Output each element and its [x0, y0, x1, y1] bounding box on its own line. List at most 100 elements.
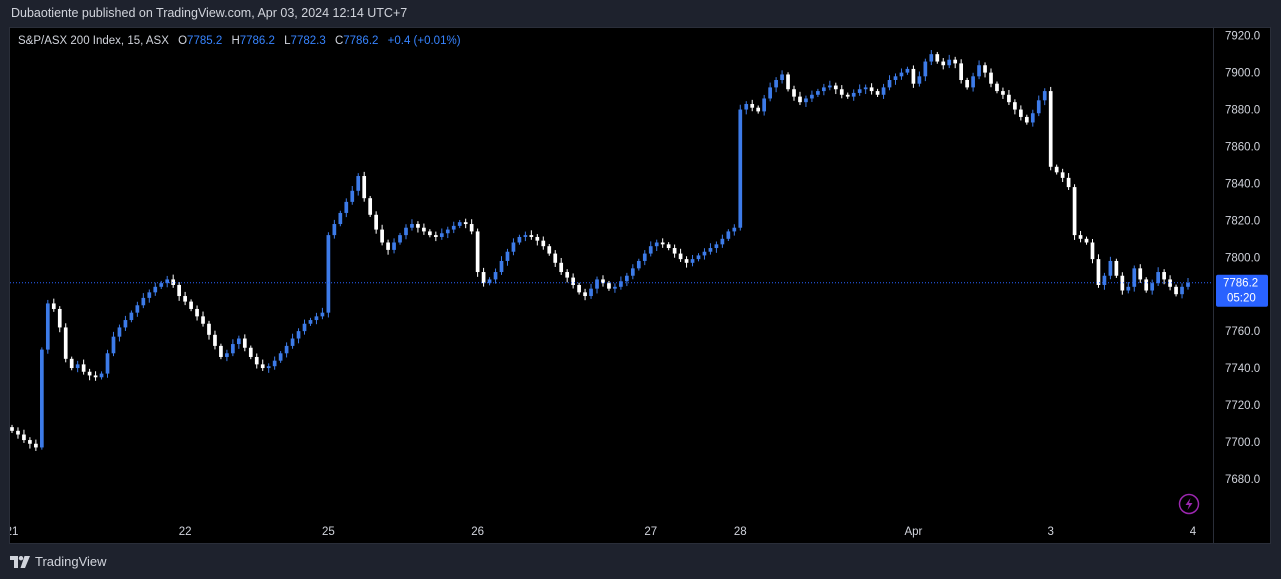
candle-body[interactable] [1162, 272, 1166, 280]
candle-body[interactable] [141, 297, 146, 306]
candle-body[interactable] [344, 201, 349, 213]
candle-body[interactable] [630, 268, 635, 276]
candle-body[interactable] [684, 259, 689, 263]
candle-body[interactable] [577, 284, 581, 293]
candle-body[interactable] [565, 272, 570, 278]
candle-body[interactable] [833, 85, 838, 90]
candle-body[interactable] [989, 72, 993, 84]
candle-body[interactable] [696, 255, 701, 260]
candle-body[interactable] [207, 323, 211, 335]
candle-body[interactable] [1060, 172, 1065, 178]
candle-body[interactable] [816, 91, 820, 95]
candle-body[interactable] [941, 61, 946, 66]
candle-body[interactable] [1030, 113, 1035, 123]
candle-body[interactable] [248, 347, 253, 357]
candle-body[interactable] [619, 281, 623, 287]
candle-body[interactable] [475, 231, 480, 273]
candle-body[interactable] [971, 76, 975, 88]
candle-body[interactable] [857, 89, 862, 93]
candle-body[interactable] [756, 107, 761, 112]
candle-body[interactable] [1078, 235, 1083, 239]
candle-body[interactable] [1072, 187, 1077, 236]
candle-body[interactable] [416, 224, 420, 228]
candle-body[interactable] [589, 288, 593, 297]
candle-body[interactable] [708, 248, 713, 252]
candle-body[interactable] [1042, 91, 1047, 101]
candle-body[interactable] [1096, 259, 1101, 285]
candle-body[interactable] [1007, 94, 1011, 103]
candle-body[interactable] [553, 253, 558, 263]
flash-icon[interactable] [1178, 493, 1200, 515]
candle-body[interactable] [386, 242, 390, 250]
candle-body[interactable] [34, 443, 38, 448]
candle-body[interactable] [905, 68, 910, 73]
candle-body[interactable] [995, 83, 999, 92]
candle-body[interactable] [1180, 286, 1184, 295]
candle-body[interactable] [99, 373, 104, 378]
candle-body[interactable] [959, 63, 964, 81]
candle-body[interactable] [1066, 177, 1071, 188]
candle-body[interactable] [410, 224, 414, 228]
candle-body[interactable] [869, 87, 874, 92]
candle-body[interactable] [607, 283, 611, 289]
candle-body[interactable] [559, 262, 564, 273]
candle-body[interactable] [278, 353, 283, 361]
candle-body[interactable] [726, 231, 731, 239]
candle-body[interactable] [129, 312, 134, 321]
candle-body[interactable] [231, 344, 235, 354]
candle-body[interactable] [1120, 275, 1125, 291]
candle-body[interactable] [1102, 275, 1107, 285]
candle-body[interactable] [953, 59, 958, 64]
candle-body[interactable] [1090, 242, 1095, 260]
candle-body[interactable] [523, 235, 528, 237]
candle-body[interactable] [935, 54, 940, 62]
candle-body[interactable] [804, 98, 808, 103]
candle-body[interactable] [398, 235, 402, 243]
candle-body[interactable] [439, 233, 444, 237]
candle-body[interactable] [595, 279, 599, 289]
candle-body[interactable] [75, 364, 80, 369]
candle-body[interactable] [404, 227, 408, 236]
candle-body[interactable] [254, 356, 259, 365]
candle-body[interactable] [1013, 102, 1017, 110]
candle-body[interactable] [917, 76, 922, 84]
candle-body[interactable] [236, 338, 241, 345]
candle-body[interactable] [380, 229, 384, 243]
candle-body[interactable] [720, 238, 725, 245]
candle-body[interactable] [947, 59, 952, 66]
candle-body[interactable] [242, 338, 247, 348]
candle-body[interactable] [69, 358, 74, 369]
candle-body[interactable] [284, 345, 289, 354]
candle-body[interactable] [463, 222, 468, 225]
chart-pane[interactable]: 7920.0 7900.0 7880.0 7860.0 7840.0 7820.0 7800… [9, 27, 1271, 544]
candle-body[interactable] [1114, 260, 1119, 276]
candle-body[interactable] [392, 242, 396, 250]
candlestick-chart[interactable]: 7920.0 7900.0 7880.0 7860.0 7840.0 7820.0 7800… [10, 28, 1271, 544]
candle-body[interactable] [1150, 283, 1155, 291]
candle-body[interactable] [22, 434, 26, 441]
candle-body[interactable] [290, 338, 295, 346]
candle-body[interactable] [535, 236, 540, 241]
candle-body[interactable] [201, 316, 205, 324]
candle-body[interactable] [827, 85, 832, 88]
candle-body[interactable] [499, 260, 504, 273]
candle-body[interactable] [517, 236, 522, 243]
candle-body[interactable] [1001, 91, 1005, 95]
candle-body[interactable] [45, 303, 50, 350]
candle-body[interactable] [445, 229, 450, 234]
candle-body[interactable] [153, 286, 158, 293]
candle-body[interactable] [690, 259, 695, 263]
candle-body[interactable] [1036, 100, 1041, 114]
candle-body[interactable] [810, 94, 814, 99]
candle-body[interactable] [1156, 272, 1161, 284]
candle-body[interactable] [81, 364, 86, 372]
candle-body[interactable] [266, 366, 271, 369]
candle-body[interactable] [792, 89, 796, 97]
candle-body[interactable] [338, 212, 343, 225]
candle-body[interactable] [272, 360, 277, 367]
candle-body[interactable] [219, 345, 223, 357]
candle-body[interactable] [314, 316, 319, 321]
candle-body[interactable] [1019, 109, 1023, 117]
candle-body[interactable] [123, 320, 128, 328]
candle-body[interactable] [356, 176, 361, 191]
